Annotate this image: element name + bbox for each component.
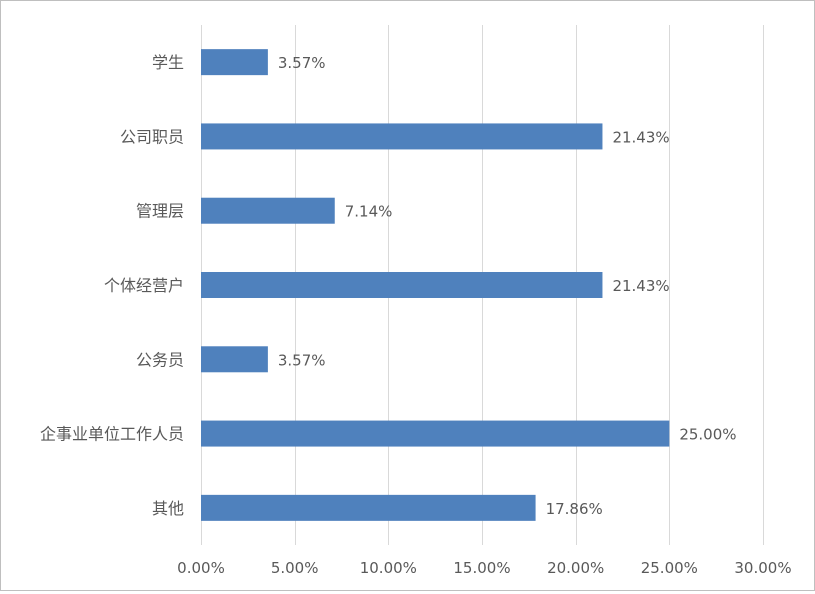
data-label: 3.57% bbox=[278, 54, 326, 72]
bar bbox=[201, 494, 536, 521]
category-label: 学生 bbox=[152, 53, 184, 72]
category-label: 公务员 bbox=[136, 350, 184, 369]
data-label: 17.86% bbox=[546, 500, 603, 518]
x-tick-label: 5.00% bbox=[271, 559, 319, 577]
category-label: 个体经营户 bbox=[104, 276, 184, 295]
bars bbox=[201, 49, 670, 521]
category-label: 公司职员 bbox=[120, 127, 184, 146]
x-tick-label: 10.00% bbox=[360, 559, 417, 577]
x-tick-labels: 0.00% 5.00% 10.00% 15.00% 20.00% 25.00% 30.00% bbox=[177, 559, 791, 577]
category-label: 企事业单位工作人员 bbox=[40, 425, 184, 444]
data-label: 3.57% bbox=[278, 351, 326, 369]
data-label: 7.14% bbox=[345, 203, 393, 221]
bar bbox=[201, 123, 603, 150]
value-labels: 3.57% 21.43% 7.14% 21.43% 3.57% 25.00% 17.86% bbox=[278, 54, 737, 518]
bar bbox=[201, 346, 268, 373]
bar bbox=[201, 272, 603, 298]
data-label: 21.43% bbox=[612, 277, 669, 295]
data-label: 21.43% bbox=[612, 128, 669, 146]
category-label: 管理层 bbox=[136, 202, 184, 221]
category-label: 其他 bbox=[152, 499, 184, 518]
data-label: 25.00% bbox=[679, 426, 736, 444]
x-tick-label: 25.00% bbox=[641, 559, 698, 577]
x-tick-label: 15.00% bbox=[453, 559, 510, 577]
bar bbox=[201, 420, 670, 447]
x-tick-label: 0.00% bbox=[177, 559, 225, 577]
bar bbox=[201, 49, 268, 76]
bar bbox=[201, 197, 335, 224]
x-tick-label: 20.00% bbox=[547, 559, 604, 577]
x-tick-label: 30.00% bbox=[734, 559, 791, 577]
